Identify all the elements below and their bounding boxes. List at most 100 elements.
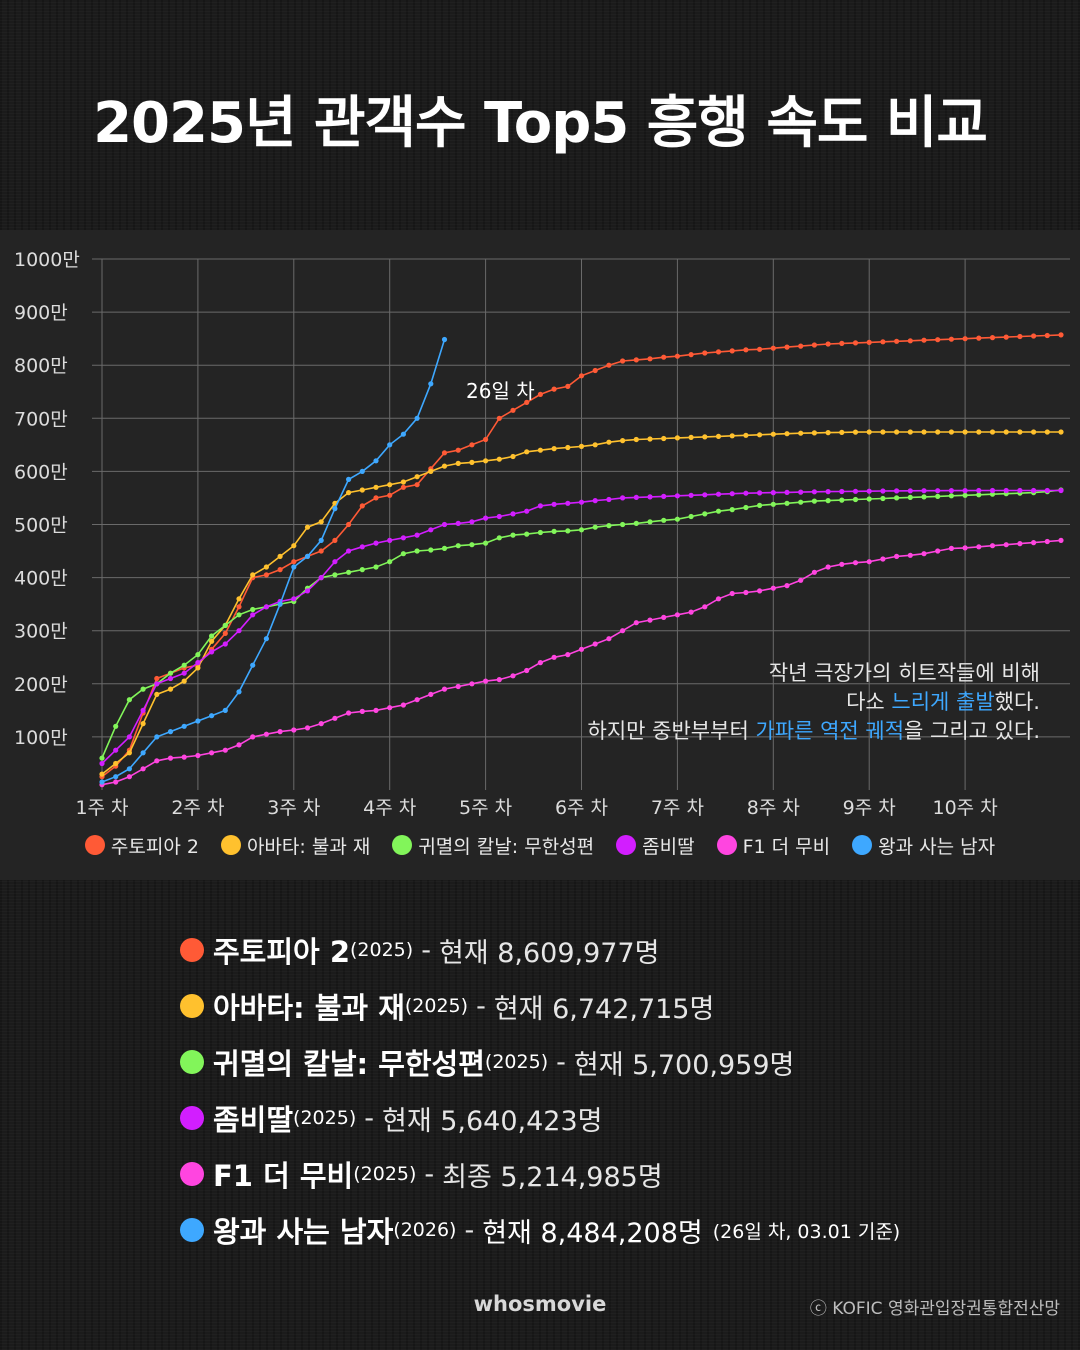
summary-list: 주토피아 2 (2025) - 현재 8,609,977명 아바타: 불과 재 … <box>180 922 1060 1258</box>
data-point <box>578 499 585 505</box>
data-point <box>729 433 735 439</box>
data-point <box>715 596 722 602</box>
caption-highlight-2: 가파른 역전 궤적 <box>755 719 904 743</box>
data-point <box>510 511 516 517</box>
data-point <box>332 559 338 565</box>
data-point <box>852 488 859 494</box>
data-point <box>989 487 996 494</box>
data-point <box>483 458 489 464</box>
x-tick-label: 3주 차 <box>267 797 320 819</box>
summary-year: (2025) <box>404 995 469 1017</box>
y-tick-label: 700만 <box>14 408 68 430</box>
data-point <box>921 488 927 494</box>
data-point <box>209 750 215 756</box>
data-point <box>784 344 790 350</box>
data-point <box>510 673 516 679</box>
data-point <box>551 446 557 452</box>
data-point <box>839 340 845 346</box>
data-point <box>1031 487 1037 494</box>
data-point <box>222 707 228 714</box>
data-point <box>962 492 968 498</box>
summary-title: F1 더 무비 <box>213 1159 354 1193</box>
data-point <box>702 492 708 498</box>
data-point <box>181 670 187 676</box>
y-tick-label: 500만 <box>14 515 68 537</box>
data-point <box>167 755 174 761</box>
data-point <box>962 545 968 551</box>
data-point <box>661 435 667 442</box>
data-point <box>757 346 763 352</box>
data-point <box>935 488 941 494</box>
legend-dot <box>392 835 413 855</box>
data-point <box>647 436 653 442</box>
data-point <box>770 345 776 351</box>
series-3 <box>99 487 1064 767</box>
data-point <box>866 496 872 502</box>
x-tick-label: 5주 차 <box>459 797 512 819</box>
data-point <box>373 540 379 546</box>
data-point <box>373 707 379 714</box>
series-4 <box>99 537 1064 788</box>
data-point <box>441 463 448 469</box>
data-point <box>1031 429 1037 435</box>
data-point <box>524 667 530 674</box>
data-point <box>798 430 804 436</box>
data-point <box>852 560 859 566</box>
data-point <box>263 604 269 610</box>
data-point <box>414 532 420 538</box>
series-layer <box>99 332 1064 788</box>
data-point <box>359 708 365 715</box>
data-point <box>811 569 818 575</box>
data-point <box>948 488 955 494</box>
data-point <box>551 528 557 535</box>
summary-value: 최종 5,214,985명 <box>442 1161 663 1193</box>
data-point <box>743 347 749 353</box>
data-point <box>880 556 886 562</box>
data-point <box>592 498 598 504</box>
data-point <box>537 529 544 536</box>
data-point <box>195 660 201 666</box>
data-point <box>455 520 461 527</box>
data-point <box>907 552 913 558</box>
data-point <box>99 771 105 777</box>
data-point <box>524 508 530 514</box>
data-point <box>1003 542 1009 548</box>
data-point <box>126 734 132 740</box>
data-point <box>661 354 667 360</box>
data-point <box>483 515 489 521</box>
x-tick-label: 10주 차 <box>933 797 998 819</box>
data-point <box>770 431 776 437</box>
data-point <box>346 710 352 716</box>
summary-dot <box>180 1162 204 1186</box>
data-point <box>606 636 612 642</box>
summary-value: 현재 8,609,977명 <box>438 937 660 969</box>
data-point <box>729 590 735 597</box>
data-point <box>674 493 681 499</box>
data-point <box>181 754 187 760</box>
data-point <box>428 468 434 474</box>
data-point <box>907 338 913 344</box>
data-point <box>852 429 859 435</box>
data-point <box>414 415 420 421</box>
data-point <box>318 575 324 581</box>
x-tick-labels: 1주 차 2주 차 3주 차 4주 차 5주 차 6주 차 7주 차 8주 차 9주 차 10주 … <box>75 797 997 819</box>
x-tick-label: 7주 차 <box>651 797 704 819</box>
data-point <box>236 612 242 618</box>
data-point <box>209 713 215 719</box>
data-point <box>113 760 119 767</box>
data-point <box>825 430 831 436</box>
data-point <box>962 429 968 435</box>
data-point <box>113 723 119 729</box>
data-point <box>825 489 831 495</box>
data-point <box>428 381 434 387</box>
data-point <box>304 524 311 530</box>
data-point <box>907 494 913 500</box>
y-tick-label: 600만 <box>14 461 68 483</box>
summary-row-f1: F1 더 무비 (2025) - 최종 5,214,985명 <box>180 1146 1060 1202</box>
data-point <box>633 436 639 443</box>
data-point <box>715 433 722 439</box>
data-point <box>140 707 146 714</box>
data-point <box>441 450 448 456</box>
y-tick-label: 1000만 <box>14 249 80 271</box>
data-point <box>1017 541 1023 547</box>
